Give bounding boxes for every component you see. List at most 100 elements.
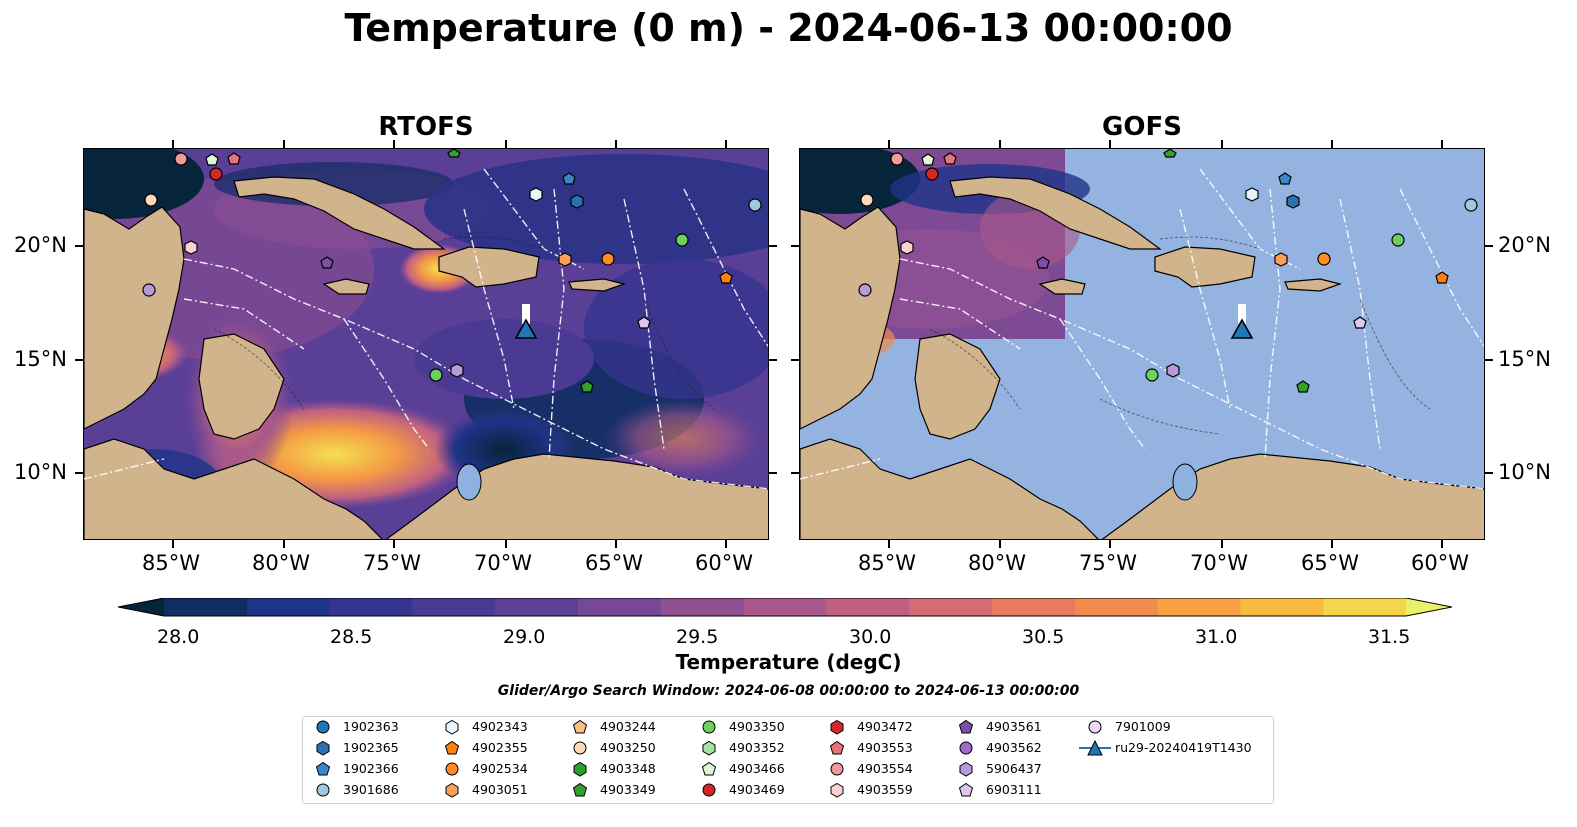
- colorbar-segment: [412, 598, 496, 616]
- gofs-map[interactable]: [799, 148, 1485, 540]
- legend-label: 4902355: [472, 740, 528, 755]
- marker-1902366[interactable]: [1278, 172, 1292, 185]
- legend-marker-pentagon: [315, 761, 331, 776]
- marker-1902365[interactable]: [570, 194, 584, 209]
- legend-label: 7901009: [1115, 719, 1171, 734]
- legend-label: 4903352: [729, 740, 785, 755]
- marker-4902355[interactable]: [1435, 271, 1449, 284]
- marker-5906437b[interactable]: [450, 363, 464, 378]
- legend-marker-pentagon: [958, 719, 974, 734]
- colorbar-tick-31-5: 31.5: [1368, 626, 1411, 648]
- legend-label: 4903469: [729, 782, 785, 797]
- marker-4903350[interactable]: [1391, 233, 1405, 247]
- legend-marker-circle: [316, 720, 330, 734]
- legend-label: 4903244: [600, 719, 656, 734]
- legend-marker-pentagon: [444, 740, 460, 755]
- legend-label: 4903554: [857, 761, 913, 776]
- colorbar-tick-29-0: 29.0: [503, 626, 546, 648]
- marker-4902355[interactable]: [719, 271, 733, 284]
- rtofs-map-canvas: [84, 149, 768, 539]
- marker-4902534[interactable]: [1317, 252, 1331, 266]
- colorbar-segment: [992, 598, 1076, 616]
- legend-marker-circle: [830, 762, 844, 776]
- colorbar-segment: [1240, 598, 1324, 616]
- marker-4903349b[interactable]: [447, 149, 461, 158]
- figure-title: Temperature (0 m) - 2024-06-13 00:00:00: [344, 6, 1233, 50]
- marker-4903349[interactable]: [580, 380, 594, 393]
- marker-4903553[interactable]: [227, 152, 241, 165]
- float-markers: [142, 149, 762, 393]
- legend-marker-circle: [1088, 720, 1102, 734]
- lat-label-10n-left: 10°N: [14, 460, 67, 484]
- marker-4902343[interactable]: [1245, 187, 1259, 202]
- marker-4903466[interactable]: [921, 153, 935, 166]
- land-masses: [84, 176, 768, 539]
- legend-marker-hexagon: [445, 719, 459, 735]
- marker-4903250[interactable]: [144, 193, 158, 207]
- lon-label-80w-right: 80°W: [968, 551, 1026, 575]
- legend-label: 4903051: [472, 782, 528, 797]
- panel-title-gofs: GOFS: [1102, 112, 1182, 142]
- legend-marker-circle: [702, 720, 716, 734]
- colorbar-title: Temperature (degC): [675, 650, 902, 674]
- marker-4903349b[interactable]: [1163, 149, 1177, 158]
- colorbar-segment: [826, 598, 910, 616]
- marker-4903350[interactable]: [675, 233, 689, 247]
- colorbar: [118, 598, 1452, 617]
- marker-4903051[interactable]: [558, 252, 572, 267]
- legend-marker-hexagon: [702, 740, 716, 756]
- marker-4903559[interactable]: [900, 240, 914, 255]
- marker-4903349[interactable]: [1296, 380, 1310, 393]
- marker-4903466[interactable]: [205, 153, 219, 166]
- marker-5906437[interactable]: [142, 283, 156, 297]
- colorbar-tick-31-0: 31.0: [1195, 626, 1238, 648]
- colorbar-extend-low: [118, 598, 164, 616]
- legend-marker-circle: [702, 783, 716, 797]
- lon-label-75w-left: 75°W: [363, 551, 421, 575]
- marker-3901686[interactable]: [1464, 198, 1478, 212]
- colorbar-tick-28-0: 28.0: [157, 626, 200, 648]
- marker-3901686[interactable]: [748, 198, 762, 212]
- legend-label: 4903348: [600, 761, 656, 776]
- legend-label: 4902343: [472, 719, 528, 734]
- marker-4903553[interactable]: [943, 152, 957, 165]
- bathymetry-contours: [213, 236, 715, 410]
- marker-4903554[interactable]: [890, 152, 904, 166]
- marker-4902534[interactable]: [601, 252, 615, 266]
- gofs-map-canvas: [800, 149, 1484, 539]
- legend-label: 4903466: [729, 761, 785, 776]
- marker-4903051[interactable]: [1274, 252, 1288, 267]
- lon-label-60w-left: 60°W: [695, 551, 753, 575]
- marker-4903469[interactable]: [209, 167, 223, 181]
- marker-ru29-glider[interactable]: [1230, 318, 1254, 339]
- legend-marker-pentagon: [572, 719, 588, 734]
- eez-boundaries: [800, 168, 1484, 490]
- legend-marker-pentagon: [829, 740, 845, 755]
- marker-6903111[interactable]: [1353, 316, 1367, 329]
- colorbar-tick-30-5: 30.5: [1022, 626, 1065, 648]
- lon-label-70w-right: 70°W: [1190, 551, 1248, 575]
- marker-1902365[interactable]: [1286, 194, 1300, 209]
- marker-4903554[interactable]: [174, 152, 188, 166]
- marker-4903559[interactable]: [184, 240, 198, 255]
- marker-ru29-glider[interactable]: [514, 318, 538, 339]
- marker-4903350b[interactable]: [429, 368, 443, 382]
- marker-5906437[interactable]: [858, 283, 872, 297]
- glider-track: [1238, 304, 1246, 324]
- marker-1902366[interactable]: [562, 172, 576, 185]
- marker-4903561[interactable]: [320, 256, 334, 269]
- lon-label-65w-right: 65°W: [1301, 551, 1359, 575]
- marker-4902343[interactable]: [529, 187, 543, 202]
- marker-4903469[interactable]: [925, 167, 939, 181]
- legend-label: 4903472: [857, 719, 913, 734]
- marker-6903111[interactable]: [637, 316, 651, 329]
- rtofs-map[interactable]: [83, 148, 769, 540]
- marker-5906437b[interactable]: [1166, 363, 1180, 378]
- marker-4903561[interactable]: [1036, 256, 1050, 269]
- marker-4903350b[interactable]: [1145, 368, 1159, 382]
- legend-marker-pentagon: [572, 782, 588, 797]
- lat-label-20n-left: 20°N: [14, 233, 67, 257]
- legend-label: 4903349: [600, 782, 656, 797]
- marker-4903250[interactable]: [860, 193, 874, 207]
- colorbar-segment: [578, 598, 662, 616]
